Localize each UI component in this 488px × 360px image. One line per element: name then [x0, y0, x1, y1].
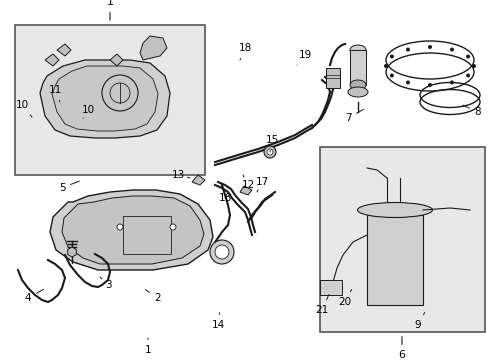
Ellipse shape [349, 80, 365, 90]
Polygon shape [52, 66, 158, 131]
Text: 7: 7 [344, 109, 363, 123]
Circle shape [266, 149, 272, 155]
Circle shape [449, 80, 453, 85]
Circle shape [209, 240, 234, 264]
Text: 17: 17 [255, 177, 268, 192]
Text: 4: 4 [24, 289, 43, 303]
Polygon shape [110, 54, 123, 66]
Circle shape [389, 73, 393, 77]
Text: 19: 19 [296, 50, 311, 65]
Text: 10: 10 [81, 105, 94, 118]
Bar [349, 50, 365, 85]
Polygon shape [50, 190, 213, 270]
Circle shape [389, 54, 393, 58]
Polygon shape [57, 44, 71, 56]
Ellipse shape [347, 87, 367, 97]
Circle shape [383, 64, 387, 68]
Polygon shape [140, 36, 167, 60]
Circle shape [170, 224, 176, 230]
Bar [123, 216, 171, 254]
Text: 3: 3 [100, 277, 111, 290]
Text: 16: 16 [218, 193, 231, 203]
Circle shape [117, 224, 123, 230]
Text: 13: 13 [171, 170, 190, 180]
Text: 1: 1 [106, 0, 113, 20]
Polygon shape [240, 186, 251, 195]
Circle shape [427, 45, 431, 49]
Bar [15, 25, 204, 175]
Polygon shape [62, 196, 203, 264]
Text: 15: 15 [265, 135, 278, 152]
Text: 14: 14 [211, 313, 224, 330]
Text: 2: 2 [145, 289, 161, 303]
Text: 11: 11 [48, 85, 61, 102]
Text: 1: 1 [144, 338, 151, 355]
Circle shape [465, 73, 469, 77]
Circle shape [427, 83, 431, 87]
Bar [319, 280, 341, 295]
Text: 6: 6 [398, 337, 405, 360]
Polygon shape [192, 175, 204, 185]
Ellipse shape [357, 202, 431, 217]
Circle shape [405, 80, 409, 85]
Text: 5: 5 [59, 181, 79, 193]
Text: 12: 12 [241, 175, 254, 190]
Circle shape [471, 64, 475, 68]
Circle shape [449, 48, 453, 51]
Text: 9: 9 [414, 312, 424, 330]
Polygon shape [45, 54, 59, 66]
Bar [366, 215, 422, 305]
Circle shape [215, 245, 228, 259]
Text: 21: 21 [315, 294, 328, 315]
Ellipse shape [349, 45, 365, 55]
Text: 8: 8 [462, 105, 480, 117]
Polygon shape [40, 60, 170, 138]
Bar [319, 147, 484, 332]
Circle shape [465, 54, 469, 58]
Bar [325, 68, 339, 88]
Circle shape [405, 48, 409, 51]
Text: 18: 18 [238, 43, 251, 60]
Circle shape [264, 146, 275, 158]
Text: 20: 20 [338, 289, 351, 307]
Text: 10: 10 [16, 100, 32, 117]
